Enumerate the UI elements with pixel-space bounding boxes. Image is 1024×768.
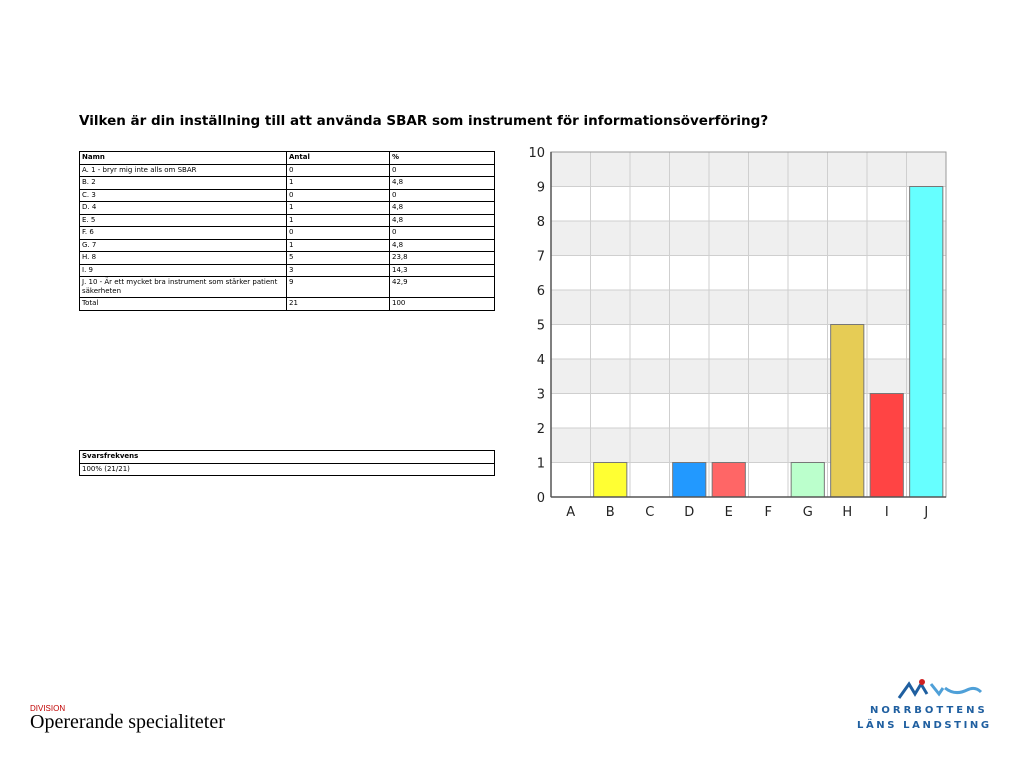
column-header: Namn	[79, 151, 287, 165]
x-tick-label: A	[566, 505, 575, 520]
table-cell: 21	[286, 297, 390, 311]
y-tick-label: 3	[537, 388, 545, 403]
table-cell: 42,9	[389, 276, 495, 298]
question-title: Vilken är din inställning till att använ…	[79, 113, 769, 129]
x-tick-label: C	[645, 505, 654, 520]
table-cell: Total	[79, 297, 287, 311]
bar-j	[909, 186, 944, 498]
y-tick-label: 10	[528, 146, 545, 161]
table-cell: 1	[286, 176, 390, 190]
table-row: H. 8 5 23,8	[79, 251, 495, 265]
logo-text-line2: LÄNS LANDSTING	[857, 720, 992, 731]
x-tick-label: I	[885, 505, 889, 520]
table-row: D. 4 1 4,8	[79, 201, 495, 215]
y-tick-label: 5	[537, 319, 545, 334]
table-row: J. 10 - Är ett mycket bra instrument som…	[79, 276, 495, 298]
bar-b	[593, 462, 628, 498]
table-cell: 0	[389, 188, 495, 202]
table-cell: 0	[286, 226, 390, 240]
table-cell: H. 8	[79, 251, 287, 265]
bar-d	[672, 462, 707, 498]
y-tick-label: 2	[537, 422, 545, 437]
bar-g	[790, 462, 825, 498]
x-tick-label: B	[606, 505, 615, 520]
table-row: A. 1 - bryr mig inte alls om SBAR 0 0	[79, 163, 495, 177]
table-cell: I. 9	[79, 263, 287, 277]
table-cell: 9	[286, 276, 390, 298]
response-rate-header: Svarsfrekvens	[79, 450, 495, 464]
logo-wave-icon	[897, 679, 983, 699]
x-tick-label: G	[803, 505, 813, 520]
table-row: B. 2 1 4,8	[79, 176, 495, 190]
y-tick-label: 9	[537, 181, 545, 196]
table-cell: E. 5	[79, 213, 287, 227]
x-tick-label: J	[923, 505, 928, 520]
table-cell: 4,8	[389, 201, 495, 215]
table-row: 100% (21/21)	[79, 462, 495, 476]
division-name: Opererande specialiteter	[30, 711, 225, 733]
table-cell: F. 6	[79, 226, 287, 240]
table-cell: 3	[286, 263, 390, 277]
table-header-row: Namn Antal%	[79, 151, 495, 165]
table-cell: 23,8	[389, 251, 495, 265]
y-tick-label: 8	[537, 215, 545, 230]
y-tick-label: 6	[537, 284, 545, 299]
table-row: G. 7 1 4,8	[79, 238, 495, 252]
table-cell: 5	[286, 251, 390, 265]
x-tick-label: E	[725, 505, 733, 520]
table-cell: A. 1 - bryr mig inte alls om SBAR	[79, 163, 287, 177]
table-cell: D. 4	[79, 201, 287, 215]
results-table: Namn Antal% A. 1 - bryr mig inte alls om S…	[79, 151, 495, 311]
table-cell: B. 2	[79, 176, 287, 190]
table-cell: 0	[389, 226, 495, 240]
y-tick-label: 4	[537, 353, 545, 368]
bar-h	[830, 324, 865, 498]
bar-e	[711, 462, 746, 498]
table-cell: 1	[286, 213, 390, 227]
table-cell: G. 7	[79, 238, 287, 252]
table-cell: 0	[389, 163, 495, 177]
x-tick-label: D	[684, 505, 694, 520]
table-cell: 4,8	[389, 176, 495, 190]
y-tick-label: 1	[537, 457, 545, 472]
table-row: I. 9 3 14,3	[79, 263, 495, 277]
table-cell: 100	[389, 297, 495, 311]
table-cell: 1	[286, 238, 390, 252]
bar-chart: 0 1 2 3 4 5 6 7 8 9 10 A B C D E F G H I J	[528, 146, 947, 520]
table-cell: 14,3	[389, 263, 495, 277]
x-tick-label: F	[765, 505, 772, 520]
table-header-row: Svarsfrekvens	[79, 450, 495, 464]
bar-i	[869, 393, 904, 498]
table-row: E. 5 1 4,8	[79, 213, 495, 227]
table-cell: C. 3	[79, 188, 287, 202]
response-rate-value: 100% (21/21)	[79, 462, 495, 476]
response-rate-table: Svarsfrekvens 100% (21/21)	[79, 450, 495, 476]
table-cell: 4,8	[389, 213, 495, 227]
logo-text-line1: NORRBOTTENS	[870, 705, 988, 716]
column-header: Antal	[286, 151, 390, 165]
x-tick-label: H	[842, 505, 852, 520]
table-row: Total 21 100	[79, 297, 495, 311]
table-cell: J. 10 - Är ett mycket bra instrument som…	[79, 276, 287, 298]
y-tick-label: 7	[537, 250, 545, 265]
table-cell: 0	[286, 188, 390, 202]
table-cell: 1	[286, 201, 390, 215]
y-tick-label: 0	[537, 491, 545, 506]
table-cell: 4,8	[389, 238, 495, 252]
column-header: %	[389, 151, 495, 165]
table-cell: 0	[286, 163, 390, 177]
division-label: DIVISION	[30, 704, 66, 713]
norrbottens-logo: NORRBOTTENS LÄNS LANDSTING	[855, 678, 995, 738]
